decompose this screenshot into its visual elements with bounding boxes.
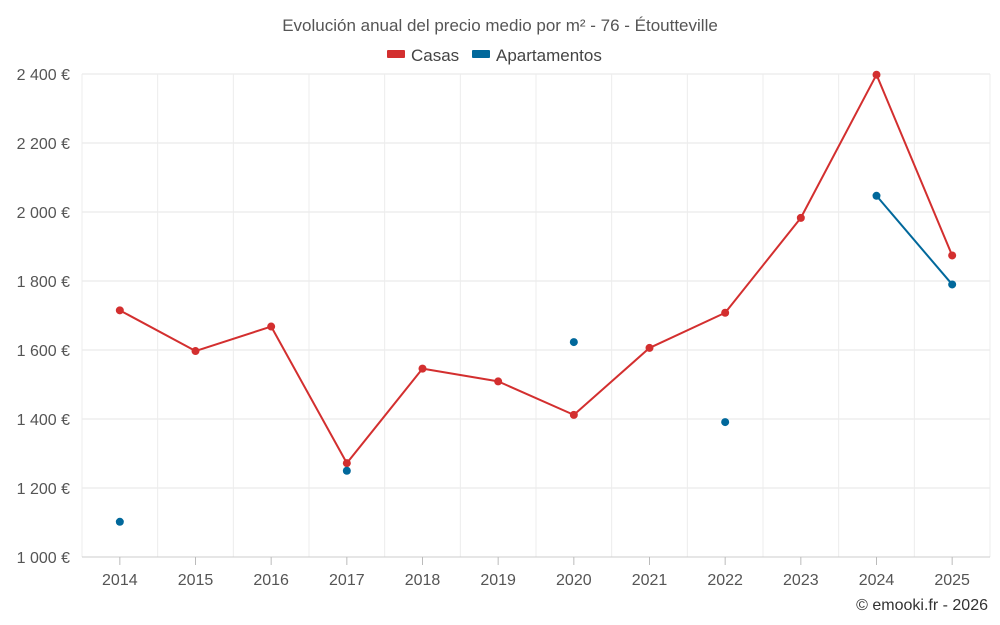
x-tick-label: 2015 [178, 572, 214, 589]
data-point-apartamentos[interactable] [115, 517, 124, 526]
data-point-casas[interactable] [645, 343, 654, 352]
x-tick-label: 2025 [934, 572, 970, 589]
data-point-apartamentos[interactable] [872, 191, 881, 200]
series-line-apartamentos [875, 195, 953, 286]
data-point-casas[interactable] [796, 213, 805, 222]
y-tick-label: 1 200 € [17, 481, 70, 498]
y-tick-label: 1 800 € [17, 274, 70, 291]
data-point-casas[interactable] [948, 251, 957, 260]
legend-label-apartamentos[interactable]: Apartamentos [496, 46, 602, 65]
x-tick-label: 2019 [480, 572, 516, 589]
y-tick-label: 1 000 € [17, 550, 70, 567]
credit: © emooki.fr - 2026 [856, 597, 988, 614]
y-tick-label: 1 400 € [17, 412, 70, 429]
x-tick-label: 2018 [405, 572, 441, 589]
data-point-apartamentos[interactable] [948, 280, 957, 289]
data-point-casas[interactable] [569, 410, 578, 419]
y-tick-label: 1 600 € [17, 343, 70, 360]
x-tick-label: 2023 [783, 572, 819, 589]
data-point-apartamentos[interactable] [721, 418, 730, 427]
x-tick-label: 2021 [632, 572, 668, 589]
legend: Casas Apartamentos [387, 46, 602, 65]
grid [81, 73, 991, 557]
x-tick-label: 2024 [859, 572, 895, 589]
y-tick-label: 2 200 € [17, 136, 70, 153]
data-point-casas[interactable] [418, 364, 427, 373]
data-point-apartamentos[interactable] [569, 338, 578, 347]
data-point-apartamentos[interactable] [342, 466, 351, 475]
legend-label-casas[interactable]: Casas [411, 46, 459, 65]
data-point-casas[interactable] [721, 308, 730, 317]
legend-swatch-casas [387, 50, 405, 58]
legend-swatch-apartamentos [472, 50, 490, 58]
chart-title: Evolución anual del precio medio por m² … [282, 16, 718, 35]
x-tick-label: 2016 [253, 572, 289, 589]
data-point-casas[interactable] [342, 459, 351, 468]
x-tick-label: 2014 [102, 572, 138, 589]
data-point-casas[interactable] [191, 347, 200, 356]
data-point-casas[interactable] [115, 306, 124, 315]
axes: 1 000 € 1 200 € 1 400 € 1 600 € 1 800 € 2 000… [17, 67, 990, 589]
data-point-casas[interactable] [494, 377, 503, 386]
x-tick-label: 2022 [707, 572, 743, 589]
x-tick-label: 2020 [556, 572, 592, 589]
data-point-casas[interactable] [267, 322, 276, 331]
x-tick-label: 2017 [329, 572, 365, 589]
series-line-casas [119, 73, 954, 465]
y-tick-label: 2 000 € [17, 205, 70, 222]
series [115, 70, 957, 526]
data-point-casas[interactable] [872, 70, 881, 79]
y-tick-label: 2 400 € [17, 67, 70, 84]
